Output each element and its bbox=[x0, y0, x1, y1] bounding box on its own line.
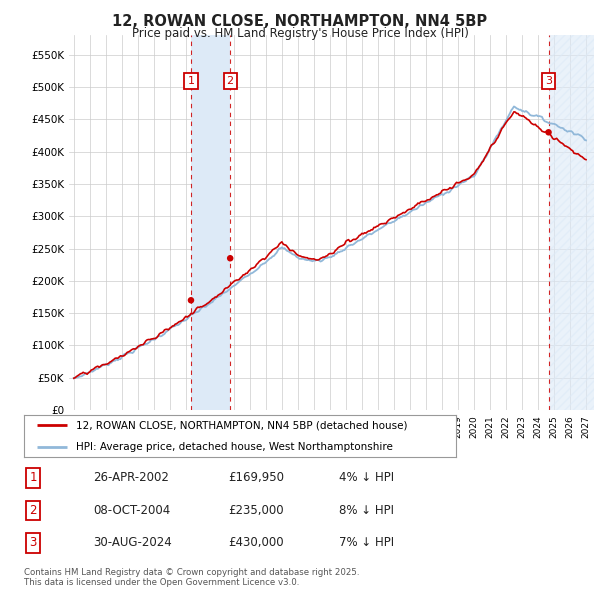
Text: 2: 2 bbox=[227, 76, 234, 86]
Text: Contains HM Land Registry data © Crown copyright and database right 2025.
This d: Contains HM Land Registry data © Crown c… bbox=[24, 568, 359, 587]
Text: 12, ROWAN CLOSE, NORTHAMPTON, NN4 5BP: 12, ROWAN CLOSE, NORTHAMPTON, NN4 5BP bbox=[112, 14, 488, 29]
Text: 12, ROWAN CLOSE, NORTHAMPTON, NN4 5BP (detached house): 12, ROWAN CLOSE, NORTHAMPTON, NN4 5BP (d… bbox=[76, 421, 407, 430]
Text: 8% ↓ HPI: 8% ↓ HPI bbox=[339, 504, 394, 517]
Bar bbox=[191, 35, 230, 410]
Text: Price paid vs. HM Land Registry's House Price Index (HPI): Price paid vs. HM Land Registry's House … bbox=[131, 27, 469, 40]
Text: 3: 3 bbox=[545, 76, 552, 86]
Text: 2: 2 bbox=[29, 504, 37, 517]
Text: 3: 3 bbox=[29, 536, 37, 549]
Point bbox=[226, 254, 235, 263]
Text: 7% ↓ HPI: 7% ↓ HPI bbox=[339, 536, 394, 549]
Text: 4% ↓ HPI: 4% ↓ HPI bbox=[339, 471, 394, 484]
Text: £169,950: £169,950 bbox=[228, 471, 284, 484]
Bar bbox=[548, 35, 594, 410]
Text: HPI: Average price, detached house, West Northamptonshire: HPI: Average price, detached house, West… bbox=[76, 442, 393, 451]
Text: £235,000: £235,000 bbox=[228, 504, 284, 517]
Text: 1: 1 bbox=[187, 76, 194, 86]
Text: 1: 1 bbox=[29, 471, 37, 484]
Text: 30-AUG-2024: 30-AUG-2024 bbox=[93, 536, 172, 549]
Point bbox=[544, 127, 553, 137]
Text: 08-OCT-2004: 08-OCT-2004 bbox=[93, 504, 170, 517]
Text: 26-APR-2002: 26-APR-2002 bbox=[93, 471, 169, 484]
Text: £430,000: £430,000 bbox=[228, 536, 284, 549]
Point bbox=[186, 296, 196, 305]
